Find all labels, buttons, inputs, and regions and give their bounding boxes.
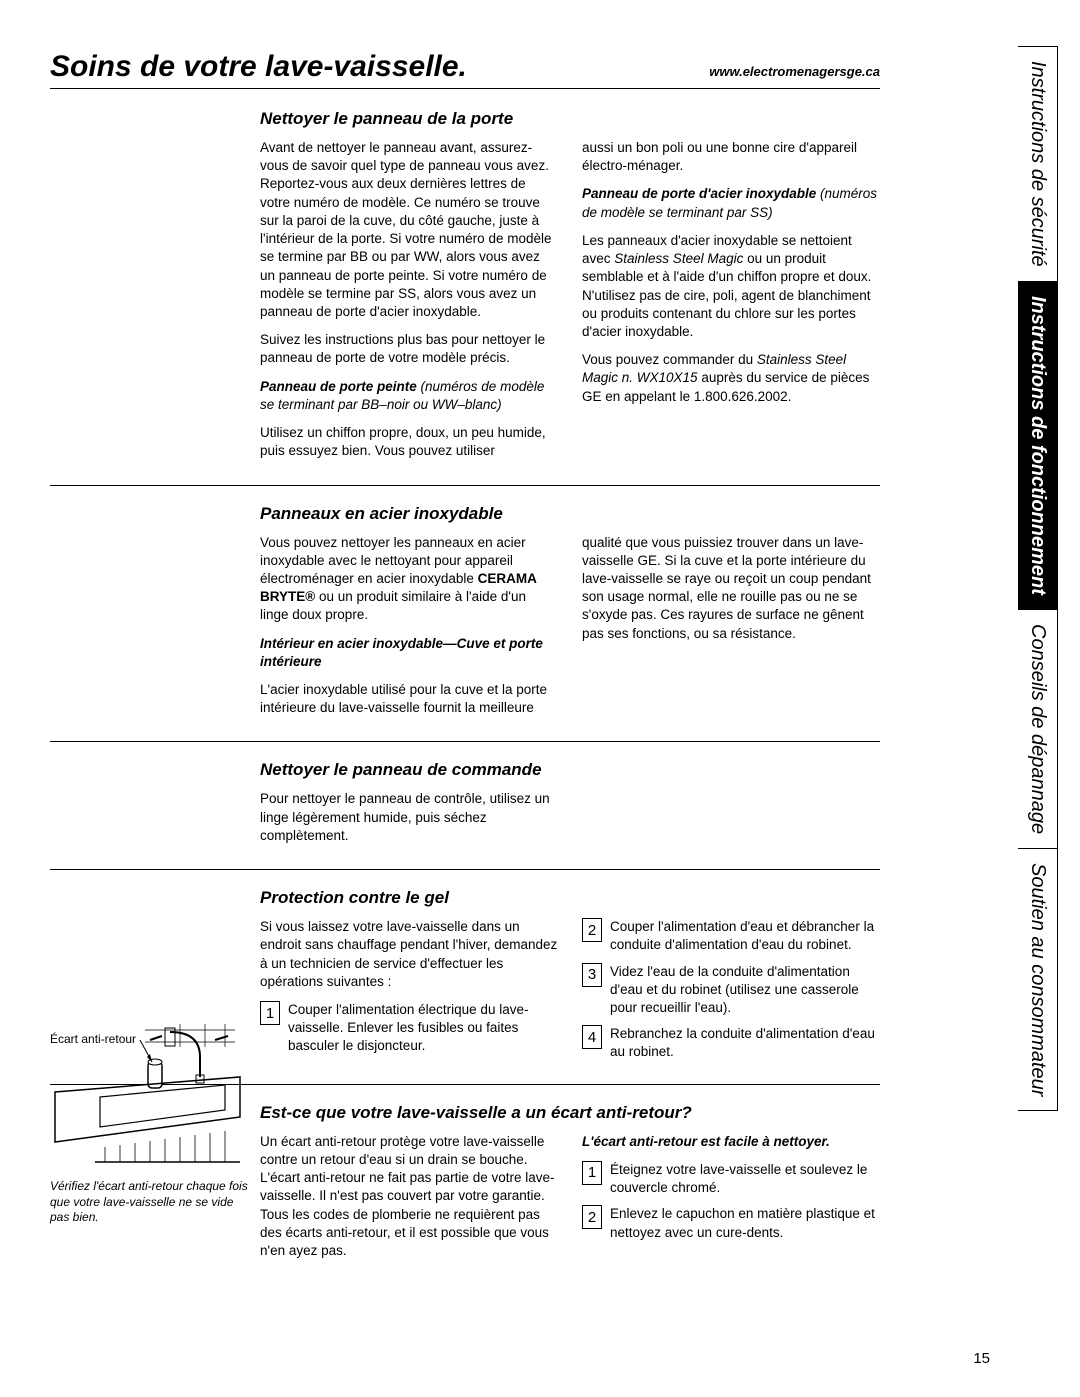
page-title: Soins de votre lave-vaisselle.	[50, 50, 467, 84]
sub-heading: Panneau de porte peinte (numéros de modè…	[260, 378, 558, 414]
step-3: 3 Videz l'eau de la conduite d'alimentat…	[582, 963, 880, 1018]
step-2: 2 Enlevez le capuchon en matière plastiq…	[582, 1205, 880, 1241]
step-number-icon: 4	[582, 1025, 602, 1049]
side-nav-tabs: Instructions de sécurité Instructions de…	[1018, 46, 1058, 1111]
step-1: 1 Éteignez votre lave-vaisselle et soule…	[582, 1161, 880, 1197]
step-number-icon: 1	[582, 1161, 602, 1185]
step-number-icon: 1	[260, 1001, 280, 1025]
section-control-panel: Nettoyer le panneau de commande Pour net…	[50, 760, 880, 870]
air-gap-figure: Écart anti-retour	[50, 1022, 250, 1226]
step-number-icon: 2	[582, 1205, 602, 1229]
step-2: 2 Couper l'alimentation d'eau et débranc…	[582, 918, 880, 954]
body-text: Si vous laissez votre lave-vaisselle dan…	[260, 918, 558, 991]
header-url: www.electromenagersge.ca	[709, 64, 880, 79]
col-right: aussi un bon poli ou une bonne cire d'ap…	[582, 139, 880, 471]
section-heading: Protection contre le gel	[260, 888, 880, 908]
page-header: Soins de votre lave-vaisselle. www.elect…	[50, 50, 880, 89]
col-left: Pour nettoyer le panneau de contrôle, ut…	[260, 790, 558, 855]
body-text: Un écart anti-retour protège votre lave-…	[260, 1133, 558, 1261]
step-4: 4 Rebranchez la conduite d'alimentation …	[582, 1025, 880, 1061]
step-text: Enlevez le capuchon en matière plastique…	[610, 1205, 880, 1241]
col-right: 2 Couper l'alimentation d'eau et débranc…	[582, 918, 880, 1070]
step-text: Videz l'eau de la conduite d'alimentatio…	[610, 963, 880, 1018]
step-text: Éteignez votre lave-vaisselle et souleve…	[610, 1161, 880, 1197]
body-text: Pour nettoyer le panneau de contrôle, ut…	[260, 790, 558, 845]
step-text: Rebranchez la conduite d'alimentation d'…	[610, 1025, 880, 1061]
tab-troubleshoot[interactable]: Conseils de dépannage	[1018, 610, 1058, 849]
section-heading: Est-ce que votre lave-vaisselle a un éca…	[260, 1103, 880, 1123]
section-door-panel: Nettoyer le panneau de la porte Avant de…	[50, 109, 880, 486]
step-number-icon: 2	[582, 918, 602, 942]
step-text: Couper l'alimentation électrique du lave…	[288, 1001, 558, 1056]
col-right: L'écart anti-retour est facile à nettoye…	[582, 1133, 880, 1271]
tab-safety[interactable]: Instructions de sécurité	[1018, 46, 1058, 282]
section-heading: Nettoyer le panneau de la porte	[260, 109, 880, 129]
tab-support[interactable]: Soutien au consommateur	[1018, 849, 1058, 1111]
col-left: Si vous laissez votre lave-vaisselle dan…	[260, 918, 558, 1070]
figure-caption: Vérifiez l'écart anti-retour chaque fois…	[50, 1179, 250, 1226]
section-stainless-panels: Panneaux en acier inoxydable Vous pouvez…	[50, 504, 880, 743]
section-heading: Nettoyer le panneau de commande	[260, 760, 880, 780]
body-text: L'acier inoxydable utilisé pour la cuve …	[260, 681, 558, 717]
body-text: qualité que vous puissiez trouver dans u…	[582, 534, 880, 643]
step-1: 1 Couper l'alimentation électrique du la…	[260, 1001, 558, 1056]
step-text: Couper l'alimentation d'eau et débranche…	[610, 918, 880, 954]
body-text: Avant de nettoyer le panneau avant, assu…	[260, 139, 558, 321]
body-text: Vous pouvez nettoyer les panneaux en aci…	[260, 534, 558, 625]
body-text: Les panneaux d'acier inoxydable se netto…	[582, 232, 880, 341]
tab-operating[interactable]: Instructions de fonctionnement	[1018, 282, 1058, 610]
sub-heading: Panneau de porte d'acier inoxydable (num…	[582, 185, 880, 221]
col-left: Un écart anti-retour protège votre lave-…	[260, 1133, 558, 1271]
body-text: Utilisez un chiffon propre, doux, un peu…	[260, 424, 558, 460]
page-number: 15	[973, 1350, 990, 1367]
col-left: Vous pouvez nettoyer les panneaux en aci…	[260, 534, 558, 728]
section-heading: Panneaux en acier inoxydable	[260, 504, 880, 524]
body-text: Suivez les instructions plus bas pour ne…	[260, 331, 558, 367]
col-right: qualité que vous puissiez trouver dans u…	[582, 534, 880, 728]
col-left: Avant de nettoyer le panneau avant, assu…	[260, 139, 558, 471]
body-text: Vous pouvez commander du Stainless Steel…	[582, 351, 880, 406]
sub-heading: L'écart anti-retour est facile à nettoye…	[582, 1133, 880, 1151]
figure-label: Écart anti-retour	[50, 1032, 136, 1046]
body-text: aussi un bon poli ou une bonne cire d'ap…	[582, 139, 880, 175]
step-number-icon: 3	[582, 963, 602, 987]
sub-heading: Intérieur en acier inoxydable—Cuve et po…	[260, 635, 558, 671]
